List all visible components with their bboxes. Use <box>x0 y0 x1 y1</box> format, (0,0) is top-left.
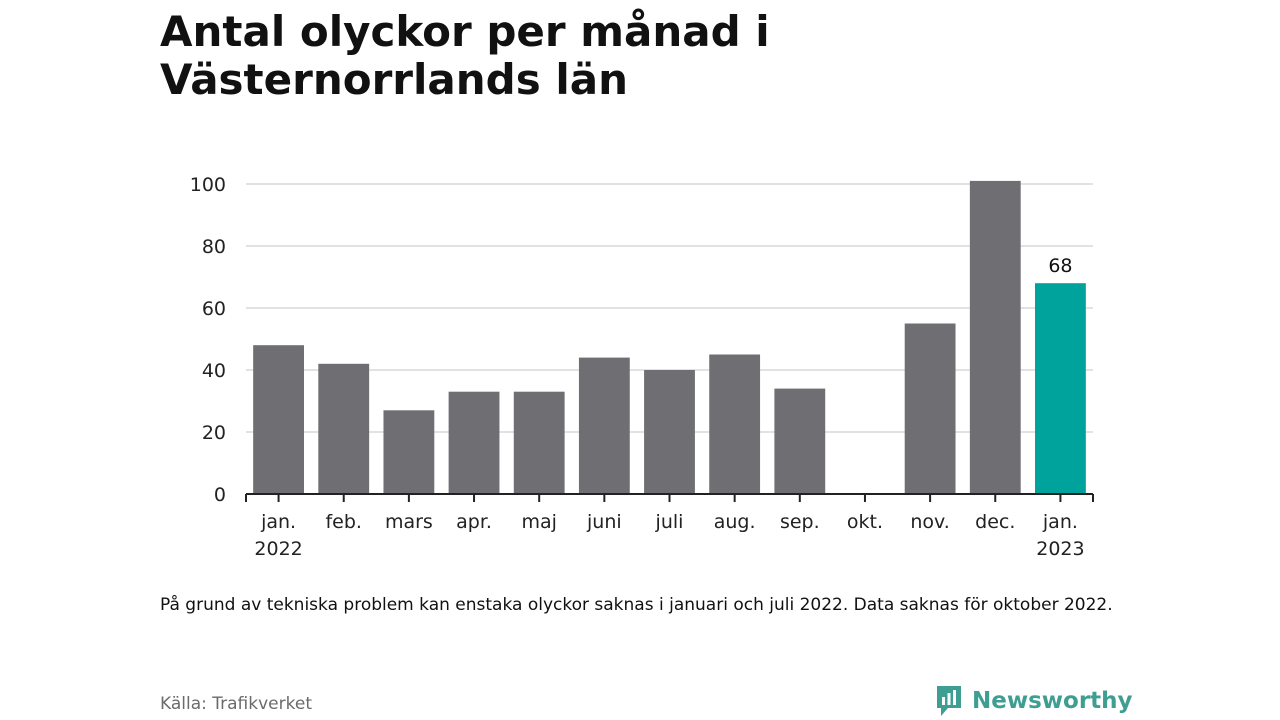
x-tick-label: jan. <box>1042 511 1078 533</box>
x-tick-label: okt. <box>847 511 883 533</box>
bar <box>448 391 500 494</box>
brand-logo[interactable]: Newsworthy <box>934 684 1133 718</box>
data-labels: 68 <box>1048 255 1072 277</box>
y-tick-label: 20 <box>202 422 226 444</box>
bar <box>513 391 565 494</box>
x-tick-label: juli <box>655 511 684 533</box>
y-tick-label: 0 <box>214 484 226 506</box>
bars <box>253 180 1086 494</box>
x-tick-label: aug. <box>714 511 756 533</box>
bar <box>644 370 695 494</box>
newsworthy-logo-icon <box>937 686 961 716</box>
bar <box>253 345 304 494</box>
y-tick-label: 100 <box>190 174 226 196</box>
bar <box>578 357 630 494</box>
x-tick-label: nov. <box>910 511 949 533</box>
x-tick-label: feb. <box>325 511 361 533</box>
footnote: På grund av tekniska problem kan enstaka… <box>160 595 1113 615</box>
x-tick-label: 2022 <box>254 538 302 560</box>
y-tick-label: 80 <box>202 236 226 258</box>
bar <box>318 363 370 494</box>
x-tick-label: mars <box>385 511 433 533</box>
x-tick-label: maj <box>521 511 556 533</box>
bar <box>904 323 956 494</box>
x-tick-label: dec. <box>975 511 1015 533</box>
chart-title: Antal olyckor per månad i Västernorrland… <box>160 7 770 104</box>
bar <box>383 410 435 494</box>
x-tick-label: sep. <box>780 511 820 533</box>
y-tick-label: 60 <box>202 298 226 320</box>
brand-name: Newsworthy <box>972 688 1133 714</box>
bar <box>1035 283 1086 494</box>
bar <box>774 388 826 494</box>
x-tick-label: juni <box>586 511 622 533</box>
y-tick-label: 40 <box>202 360 226 382</box>
x-tick-label: jan. <box>260 511 296 533</box>
bar <box>969 180 1021 494</box>
bar <box>709 354 761 494</box>
data-label: 68 <box>1048 255 1072 277</box>
source-text: Källa: Trafikverket <box>160 694 312 714</box>
x-tick-label: apr. <box>456 511 492 533</box>
y-axis-ticks: 0 20 40 60 80 100 <box>190 174 226 506</box>
x-axis: jan. 2022 feb. mars apr. maj juni juli aug. sep. o… <box>245 493 1094 560</box>
x-tick-label: 2023 <box>1036 538 1084 560</box>
